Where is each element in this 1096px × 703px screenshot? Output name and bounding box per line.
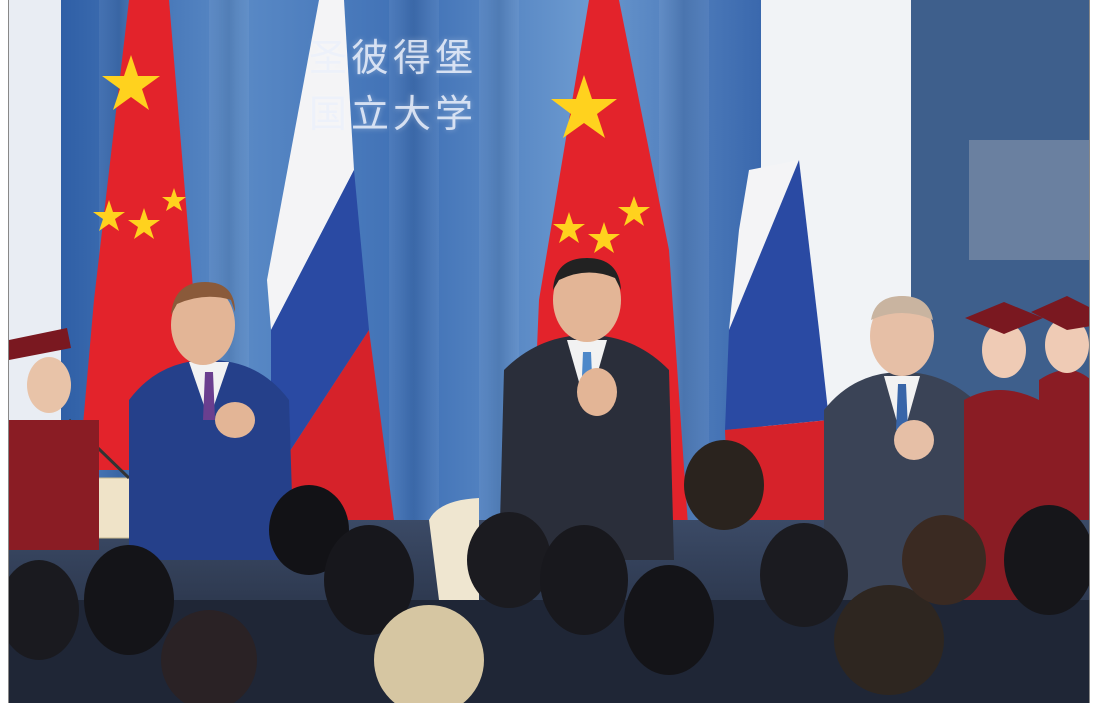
ceremony-scene xyxy=(9,0,1089,703)
man-in-blue-suit xyxy=(129,282,294,560)
signage-line-2: 国立大学 xyxy=(309,92,478,136)
ceremony-photo: 圣彼得堡 国立大学 xyxy=(8,0,1090,703)
backdrop-signage: 圣彼得堡 国立大学 xyxy=(309,30,477,142)
signage-line-1: 圣彼得堡 xyxy=(309,36,478,80)
graduate-left xyxy=(9,328,99,550)
china-flag-left xyxy=(79,0,194,470)
russia-flag-right xyxy=(725,160,839,530)
russia-flag-left xyxy=(267,0,394,520)
man-center xyxy=(499,258,674,560)
audience xyxy=(9,440,1089,703)
